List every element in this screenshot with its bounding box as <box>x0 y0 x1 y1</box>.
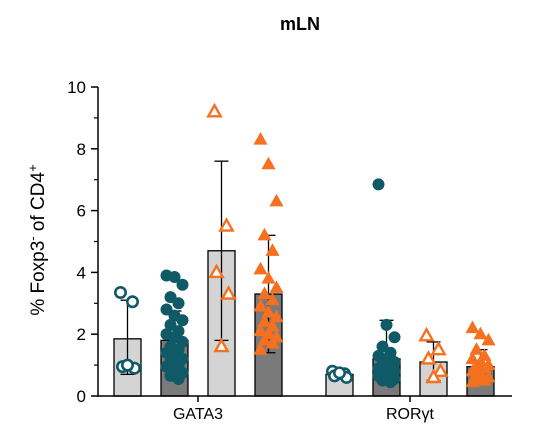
data-point <box>265 292 280 306</box>
data-point <box>265 335 280 349</box>
y-tick-label: 6 <box>77 202 86 221</box>
data-point <box>420 349 437 365</box>
data-point <box>425 368 442 384</box>
y-tick-label: 10 <box>67 78 86 97</box>
data-point <box>465 351 480 364</box>
data-point <box>481 332 496 346</box>
data-point <box>261 156 276 170</box>
data-point <box>388 331 401 344</box>
data-point <box>432 362 449 378</box>
data-point <box>253 132 268 145</box>
data-point <box>253 342 268 355</box>
y-tick-label: 4 <box>77 263 86 282</box>
data-point <box>253 323 268 337</box>
data-point <box>469 342 484 355</box>
data-point <box>257 332 272 346</box>
data-point <box>164 291 177 304</box>
data-point <box>253 261 268 275</box>
data-point <box>430 340 447 356</box>
data-point <box>269 309 284 323</box>
data-point <box>176 278 189 291</box>
data-point <box>218 217 235 232</box>
data-point <box>206 102 223 118</box>
data-point <box>332 366 346 380</box>
data-point <box>465 320 480 334</box>
data-point <box>172 373 185 386</box>
data-point <box>473 326 488 340</box>
data-point <box>213 337 230 353</box>
data-point <box>372 178 385 191</box>
data-point <box>220 285 237 300</box>
data-point <box>265 243 280 256</box>
data-point <box>269 193 284 207</box>
data-point <box>172 297 185 310</box>
y-axis-label: % Foxp3- of CD4+ <box>25 164 50 315</box>
data-point <box>160 303 173 316</box>
y-tick-label: 8 <box>77 140 86 159</box>
data-point <box>384 376 397 389</box>
data-point <box>253 298 268 312</box>
data-point <box>257 314 272 327</box>
data-point <box>477 373 492 386</box>
data-point <box>257 286 272 300</box>
y-tick-label: 0 <box>77 387 86 406</box>
data-point <box>168 271 181 284</box>
data-point <box>261 305 276 318</box>
data-point <box>126 295 140 309</box>
data-point <box>176 314 189 327</box>
y-tick-label: 2 <box>77 325 86 344</box>
data-point <box>257 227 272 241</box>
x-tick-label: GATA3 <box>173 406 223 423</box>
data-point <box>380 318 393 331</box>
data-point <box>465 374 480 388</box>
chart-title: mLN <box>280 14 320 34</box>
data-point <box>265 318 280 332</box>
data-point <box>261 271 276 284</box>
data-point <box>208 263 225 279</box>
x-tick-label: RORγt <box>386 406 435 423</box>
data-point <box>269 280 284 293</box>
data-point <box>114 285 128 299</box>
data-point <box>418 326 435 342</box>
data-point <box>121 358 135 372</box>
